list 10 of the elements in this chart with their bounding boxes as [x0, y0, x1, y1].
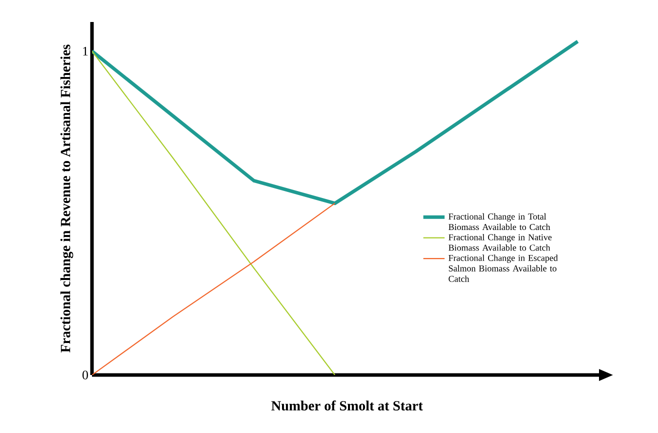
legend-label: Fractional Change in Total Biomass Available to Catch — [448, 213, 550, 230]
y-axis-title: Fractional change in Revenue to Artisanal Fisheries — [60, 44, 74, 352]
line-series — [92, 40, 580, 206]
line-series — [92, 202, 336, 375]
legend-label: Fractional Change in Native Biomass Available to Catch — [448, 234, 552, 251]
y-tick-label: 0 — [82, 370, 88, 380]
x-axis-title: Number of Smolt at Start — [271, 400, 423, 411]
y-tick-label: 1 — [83, 46, 88, 56]
legend-label: Fractional Change in Escaped Salmon Biomass Available to Catch — [448, 254, 558, 282]
line-series — [92, 50, 336, 375]
